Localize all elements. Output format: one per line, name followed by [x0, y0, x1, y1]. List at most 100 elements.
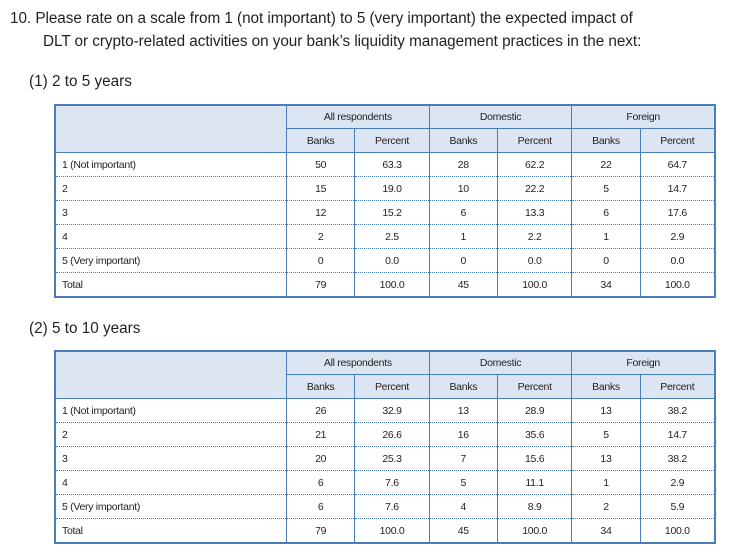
cell-all-banks: 15	[286, 176, 356, 201]
row-label: 4	[54, 224, 288, 249]
cell-foreign-percent: 100.0	[639, 518, 716, 543]
cell-all-banks: 79	[286, 518, 356, 543]
cell-all-banks: 79	[286, 272, 356, 297]
table-row: 4 6 7.6 5 11.1 1 2.9	[54, 470, 716, 495]
cell-all-percent: 19.0	[354, 176, 430, 201]
cell-foreign-banks: 22	[571, 152, 641, 177]
cell-all-percent: 15.2	[354, 200, 430, 225]
header-sub-row: Banks Percent Banks Percent Banks Percen…	[56, 374, 716, 399]
row-label: 3	[54, 446, 288, 471]
table-row-total: Total 79 100.0 45 100.0 34 100.0	[54, 518, 716, 543]
table-row: 2 21 26.6 16 35.6 5 14.7	[54, 422, 716, 447]
cell-all-percent: 7.6	[354, 470, 430, 495]
cell-domestic-banks: 13	[428, 398, 498, 423]
cell-foreign-banks: 34	[571, 272, 641, 297]
cell-all-percent: 63.3	[354, 152, 430, 177]
table-row: 5 (Very important) 0 0.0 0 0.0 0 0.0	[54, 248, 716, 273]
cell-domestic-percent: 2.2	[496, 224, 573, 249]
cell-foreign-banks: 13	[571, 398, 641, 423]
table-row: 3 12 15.2 6 13.3 6 17.6	[54, 200, 716, 225]
cell-foreign-percent: 38.2	[639, 446, 716, 471]
row-label: 1 (Not important)	[54, 152, 288, 177]
cell-domestic-percent: 0.0	[496, 248, 573, 273]
cell-domestic-banks: 0	[428, 248, 498, 273]
header-group-row: All respondents Domestic Foreign	[54, 351, 715, 399]
table-row: 2 15 19.0 10 22.2 5 14.7	[54, 176, 716, 201]
row-label: 1 (Not important)	[54, 398, 288, 423]
header-foreign: Foreign	[571, 351, 715, 375]
cell-all-percent: 100.0	[354, 272, 430, 297]
cell-all-percent: 32.9	[354, 398, 430, 423]
cell-domestic-banks: 4	[428, 494, 498, 519]
cell-domestic-percent: 22.2	[496, 176, 573, 201]
cell-domestic-banks: 45	[428, 272, 498, 297]
cell-foreign-banks: 0	[571, 248, 641, 273]
table-row-total: Total 79 100.0 45 100.0 34 100.0	[54, 272, 716, 297]
cell-foreign-percent: 2.9	[639, 224, 716, 249]
header-percent: Percent	[496, 374, 573, 399]
cell-foreign-percent: 17.6	[639, 200, 716, 225]
cell-domestic-percent: 28.9	[496, 398, 573, 423]
cell-foreign-banks: 2	[571, 494, 641, 519]
header-banks: Banks	[286, 374, 356, 399]
header-percent: Percent	[639, 128, 716, 153]
header-domestic: Domestic	[428, 105, 573, 129]
cell-all-banks: 6	[286, 494, 356, 519]
row-label: 2	[54, 422, 288, 447]
cell-all-banks: 50	[286, 152, 356, 177]
header-sub-row: Banks Percent Banks Percent Banks Percen…	[56, 128, 716, 153]
cell-domestic-banks: 16	[428, 422, 498, 447]
cell-all-banks: 21	[286, 422, 356, 447]
cell-domestic-banks: 45	[428, 518, 498, 543]
cell-all-banks: 26	[286, 398, 356, 423]
table-row: 5 (Very important) 6 7.6 4 8.9 2 5.9	[54, 494, 716, 519]
cell-domestic-percent: 100.0	[496, 518, 573, 543]
cell-domestic-percent: 8.9	[496, 494, 573, 519]
cell-domestic-banks: 6	[428, 200, 498, 225]
header-percent: Percent	[496, 128, 573, 153]
row-label: 5 (Very important)	[54, 248, 288, 273]
cell-all-banks: 20	[286, 446, 356, 471]
cell-foreign-banks: 5	[571, 422, 641, 447]
cell-all-banks: 0	[286, 248, 356, 273]
question-line-1: 10. Please rate on a scale from 1 (not i…	[10, 7, 735, 30]
row-label: 5 (Very important)	[54, 494, 288, 519]
row-label: 2	[54, 176, 288, 201]
cell-foreign-percent: 100.0	[639, 272, 716, 297]
row-label: Total	[54, 518, 288, 543]
cell-foreign-percent: 14.7	[639, 176, 716, 201]
section-title-5-to-10-years: (2) 5 to 10 years	[29, 320, 141, 337]
cell-foreign-percent: 38.2	[639, 398, 716, 423]
header-percent: Percent	[354, 128, 430, 153]
question-line-2: DLT or crypto-related activities on your…	[43, 33, 642, 50]
cell-all-percent: 0.0	[354, 248, 430, 273]
cell-foreign-banks: 34	[571, 518, 641, 543]
cell-foreign-percent: 14.7	[639, 422, 716, 447]
cell-all-banks: 6	[286, 470, 356, 495]
cell-all-percent: 100.0	[354, 518, 430, 543]
cell-foreign-banks: 1	[571, 470, 641, 495]
header-group-row: All respondents Domestic Foreign	[54, 105, 715, 153]
cell-foreign-percent: 0.0	[639, 248, 716, 273]
table-row: 4 2 2.5 1 2.2 1 2.9	[54, 224, 716, 249]
question-text: 10. Please rate on a scale from 1 (not i…	[10, 7, 735, 53]
header-domestic: Domestic	[428, 351, 573, 375]
cell-domestic-percent: 62.2	[496, 152, 573, 177]
cell-domestic-banks: 28	[428, 152, 498, 177]
cell-domestic-banks: 1	[428, 224, 498, 249]
table-2-to-5-years: All respondents Domestic Foreign Banks P…	[54, 104, 716, 298]
table-row: 1 (Not important) 26 32.9 13 28.9 13 38.…	[54, 398, 716, 423]
cell-foreign-banks: 13	[571, 446, 641, 471]
table-row: 1 (Not important) 50 63.3 28 62.2 22 64.…	[54, 152, 716, 177]
header-corner	[54, 351, 288, 399]
cell-all-banks: 2	[286, 224, 356, 249]
cell-foreign-percent: 2.9	[639, 470, 716, 495]
header-banks: Banks	[571, 128, 641, 153]
header-banks: Banks	[571, 374, 641, 399]
cell-all-percent: 26.6	[354, 422, 430, 447]
cell-foreign-banks: 6	[571, 200, 641, 225]
header-corner	[54, 105, 288, 153]
row-label: 3	[54, 200, 288, 225]
cell-domestic-banks: 5	[428, 470, 498, 495]
row-label: 4	[54, 470, 288, 495]
